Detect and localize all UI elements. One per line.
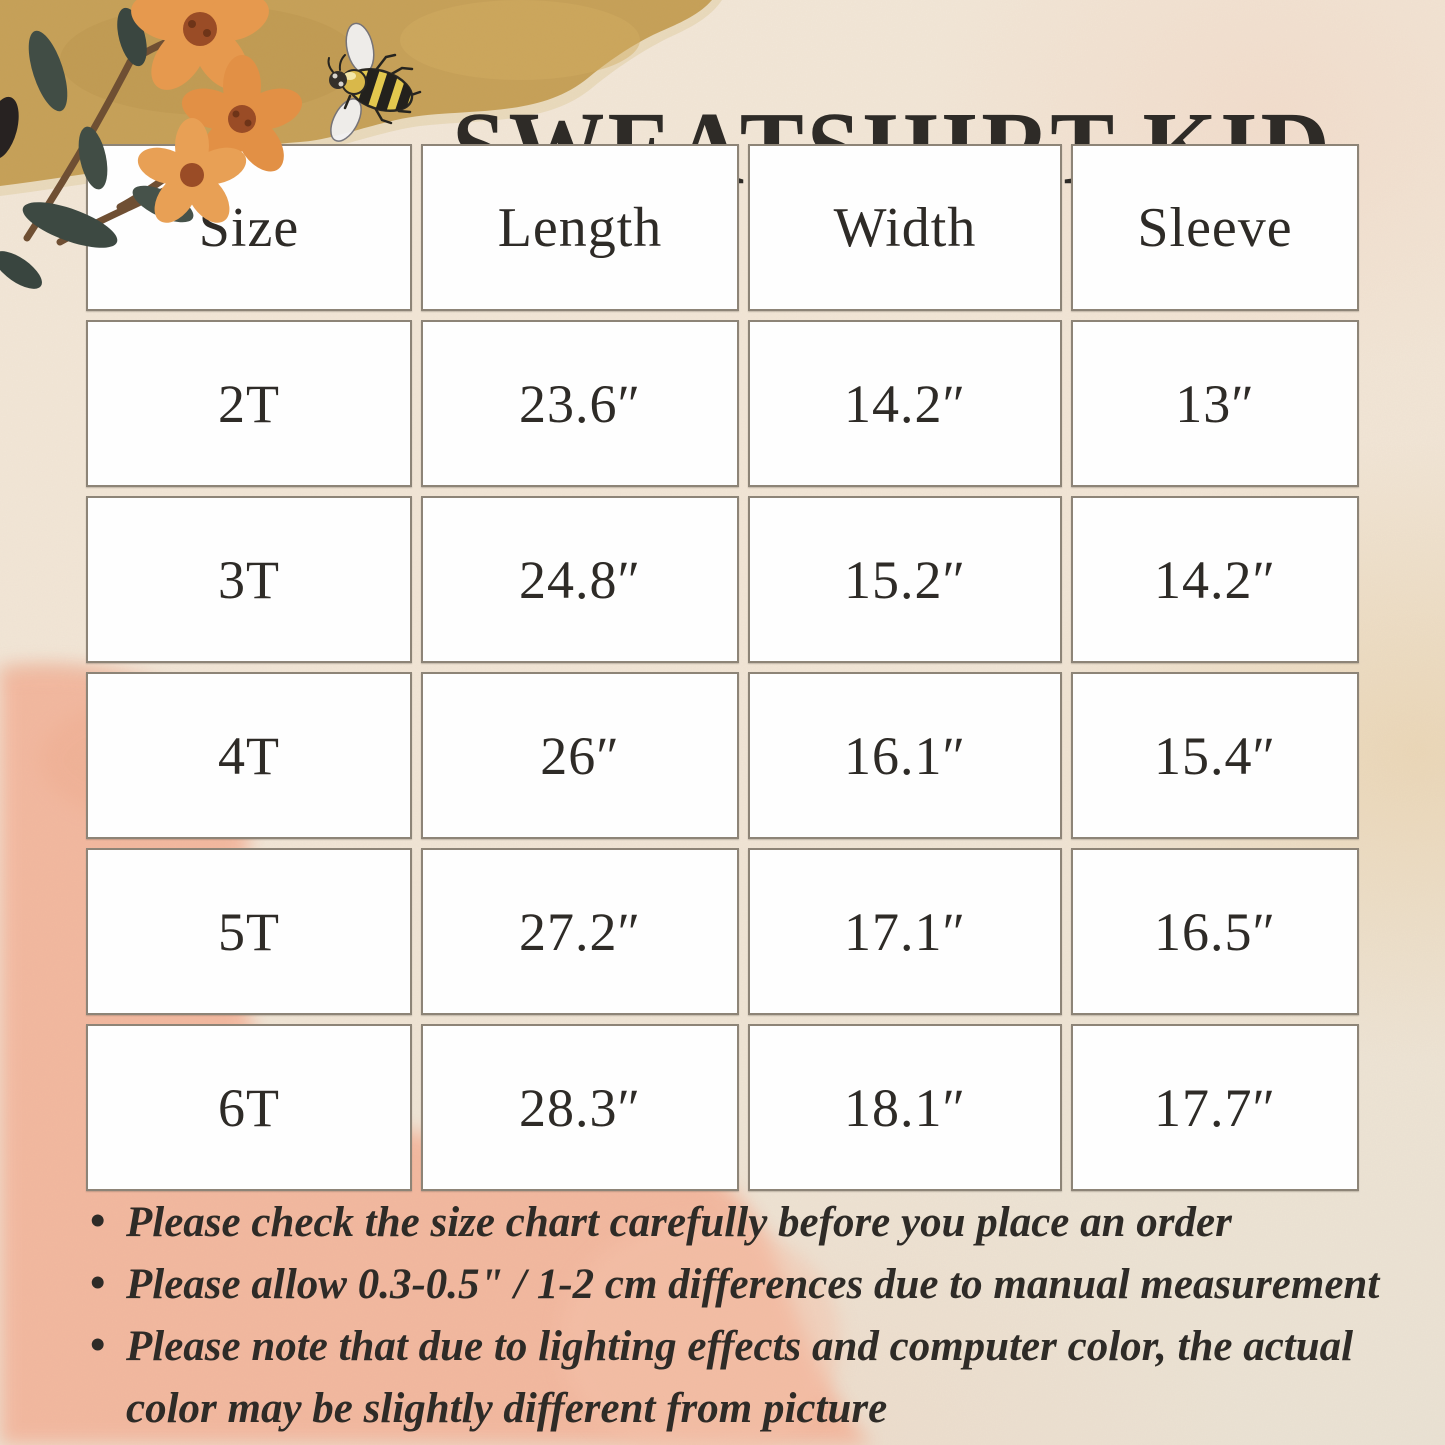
sleeve-cell-5t: 16.5″ [1071,848,1359,1015]
bee-icon [327,22,422,142]
note-check-chart: Please check the size chart carefully be… [88,1190,1404,1254]
width-cell-3t: 15.2″ [748,496,1062,663]
width-cell-2t: 14.2″ [748,320,1062,487]
length-cell-2t: 23.6″ [421,320,739,487]
sleeve-cell-6t: 17.7″ [1071,1024,1359,1191]
width-cell-6t: 18.1″ [748,1024,1062,1191]
size-cell-6t: 6T [86,1024,412,1191]
sleeve-cell-3t: 14.2″ [1071,496,1359,663]
header-cell-length: Length [421,144,739,311]
size-cell-5t: 5T [86,848,412,1015]
note-color: Please note that due to lighting effects… [88,1314,1404,1440]
header-cell-sleeve: Sleeve [1071,144,1359,311]
flower-top [131,0,269,90]
length-cell-4t: 26″ [421,672,739,839]
length-cell-6t: 28.3″ [421,1024,739,1191]
sleeve-cell-4t: 15.4″ [1071,672,1359,839]
width-cell-4t: 16.1″ [748,672,1062,839]
size-table: Size Length Width Sleeve 2T 23.6″ 14.2″ … [86,144,1359,1191]
size-cell-4t: 4T [86,672,412,839]
header-cell-width: Width [748,144,1062,311]
size-cell-2t: 2T [86,320,412,487]
footnotes: Please check the size chart carefully be… [88,1190,1404,1440]
size-cell-3t: 3T [86,496,412,663]
sleeve-cell-2t: 13″ [1071,320,1359,487]
length-cell-3t: 24.8″ [421,496,739,663]
width-cell-5t: 17.1″ [748,848,1062,1015]
length-cell-5t: 27.2″ [421,848,739,1015]
note-measurement: Please allow 0.3-0.5" / 1-2 cm differenc… [88,1252,1404,1316]
header-cell-size: Size [86,144,412,311]
